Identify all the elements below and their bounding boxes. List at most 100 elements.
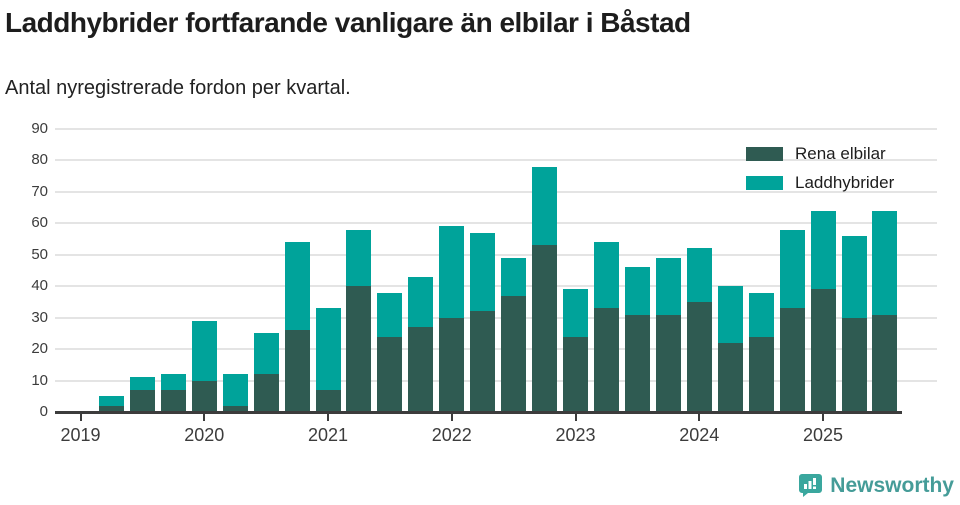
bar-segment-laddhybrider-2024-q2 [717, 286, 743, 343]
bar-segment-rena-elbilar-2025-q1 [810, 289, 836, 412]
bar-segment-laddhybrider-2025-q1 [810, 210, 836, 290]
bar-segment-laddhybrider-2021-q4 [408, 276, 434, 328]
bar-segment-laddhybrider-2023-q3 [624, 267, 650, 315]
bar-segment-laddhybrider-2024-q4 [779, 229, 805, 309]
bar-segment-laddhybrider-2019-q4 [160, 374, 186, 390]
y-axis-tick-label: 40 [31, 277, 48, 295]
bar-segment-rena-elbilar-2022-q1 [439, 317, 465, 412]
bar-segment-rena-elbilar-2020-q2 [222, 405, 248, 412]
y-axis-tick-label: 10 [31, 371, 48, 389]
bar-segment-rena-elbilar-2024-q2 [717, 342, 743, 412]
y-axis-tick-label: 50 [31, 245, 48, 263]
bar-segment-laddhybrider-2021-q3 [377, 292, 403, 337]
bar-segment-rena-elbilar-2025-q2 [841, 317, 867, 412]
gridline-y50 [55, 253, 937, 256]
bar-segment-laddhybrider-2025-q3 [872, 210, 898, 315]
x-axis-year-label: 2025 [803, 425, 844, 445]
bar-segment-rena-elbilar-2021-q4 [408, 327, 434, 412]
x-axis-tick-2025 [822, 414, 825, 421]
legend-label: Laddhybrider [795, 173, 895, 192]
gridline-y80 [55, 159, 937, 162]
bar-segment-rena-elbilar-2022-q4 [532, 245, 558, 412]
newsworthy-logo-icon [798, 473, 823, 498]
bar-segment-rena-elbilar-2025-q3 [872, 314, 898, 412]
y-axis-tick-label: 20 [31, 340, 48, 358]
gridline-y20 [55, 348, 937, 351]
bar-segment-laddhybrider-2019-q2 [98, 396, 124, 406]
gridline-y10 [55, 379, 937, 382]
y-axis-tick-label: 70 [31, 182, 48, 200]
bar-segment-laddhybrider-2020-q4 [284, 242, 310, 331]
bar-segment-rena-elbilar-2023-q2 [593, 308, 619, 412]
x-axis-tick-2020 [203, 414, 206, 421]
x-axis-tick-2024 [698, 414, 701, 421]
bar-segment-rena-elbilar-2023-q4 [655, 314, 681, 412]
bar-segment-rena-elbilar-2023-q1 [563, 336, 589, 412]
bar-segment-laddhybrider-2021-q1 [315, 308, 341, 390]
x-axis-tick-2022 [450, 414, 453, 421]
bar-segment-laddhybrider-2022-q4 [532, 166, 558, 246]
x-axis-year-label: 2022 [431, 425, 472, 445]
x-axis-year-label: 2019 [60, 425, 101, 445]
bar-segment-rena-elbilar-2020-q3 [253, 374, 279, 412]
bar-segment-laddhybrider-2023-q2 [593, 242, 619, 309]
bar-segment-laddhybrider-2020-q2 [222, 374, 248, 406]
bar-segment-laddhybrider-2022-q1 [439, 226, 465, 318]
bar-segment-laddhybrider-2022-q3 [501, 257, 527, 296]
x-axis-year-label: 2024 [679, 425, 720, 445]
y-axis-tick-label: 90 [31, 120, 48, 137]
gridline-y90 [55, 128, 937, 130]
legend-item: Rena elbilar [746, 144, 894, 164]
bar-segment-rena-elbilar-2021-q3 [377, 336, 403, 412]
bar-segment-laddhybrider-2020-q1 [191, 320, 217, 381]
bar-segment-rena-elbilar-2019-q2 [98, 405, 124, 412]
brand-footer: Newsworthy [798, 473, 954, 498]
bar-segment-rena-elbilar-2021-q1 [315, 389, 341, 412]
bar-segment-rena-elbilar-2021-q2 [346, 286, 372, 412]
bar-segment-laddhybrider-2019-q3 [129, 377, 155, 390]
gridline-y70 [55, 190, 937, 193]
bar-segment-rena-elbilar-2022-q3 [501, 295, 527, 412]
gridline-y60 [55, 222, 937, 225]
bar-segment-laddhybrider-2021-q2 [346, 229, 372, 287]
y-axis-tick-label: 30 [31, 308, 48, 326]
chart-legend: Rena elbilar Laddhybrider [746, 144, 894, 202]
bar-segment-rena-elbilar-2020-q4 [284, 330, 310, 412]
y-axis-tick-label: 60 [31, 214, 48, 232]
gridline-y30 [55, 316, 937, 319]
bar-segment-rena-elbilar-2019-q3 [129, 389, 155, 412]
bar-segment-laddhybrider-2024-q3 [748, 292, 774, 337]
bar-segment-rena-elbilar-2022-q2 [470, 311, 496, 412]
bar-segment-laddhybrider-2020-q3 [253, 333, 279, 375]
brand-name: Newsworthy [830, 473, 954, 497]
chart-subtitle: Antal nyregistrerade fordon per kvartal. [5, 77, 351, 99]
x-axis-year-label: 2023 [555, 425, 596, 445]
legend-swatch [746, 176, 783, 190]
x-axis-year-label: 2021 [307, 425, 349, 445]
legend-item: Laddhybrider [746, 173, 894, 193]
x-axis-tick-2019 [79, 414, 82, 421]
bar-segment-rena-elbilar-2023-q3 [624, 314, 650, 412]
bar-segment-rena-elbilar-2024-q1 [686, 301, 712, 412]
bar-segment-rena-elbilar-2024-q3 [748, 336, 774, 412]
bar-segment-laddhybrider-2023-q4 [655, 257, 681, 315]
x-axis-tick-2023 [574, 414, 577, 421]
bar-segment-rena-elbilar-2019-q4 [160, 389, 186, 412]
bar-segment-laddhybrider-2025-q2 [841, 235, 867, 318]
y-axis-tick-label: 0 [39, 403, 48, 420]
x-axis-tick-2021 [327, 414, 330, 421]
chart-title: Laddhybrider fortfarande vanligare än el… [5, 7, 691, 38]
bar-segment-laddhybrider-2024-q1 [686, 248, 712, 302]
x-axis-year-label: 2020 [184, 425, 225, 445]
y-axis-tick-label: 80 [31, 151, 48, 169]
legend-swatch [746, 147, 783, 161]
bar-segment-rena-elbilar-2024-q4 [779, 308, 805, 412]
bar-segment-laddhybrider-2023-q1 [563, 289, 589, 337]
legend-label: Rena elbilar [795, 144, 886, 163]
bar-segment-laddhybrider-2022-q2 [470, 232, 496, 312]
bar-segment-rena-elbilar-2020-q1 [191, 380, 217, 412]
x-axis-line [55, 411, 902, 414]
gridline-y40 [55, 285, 937, 288]
